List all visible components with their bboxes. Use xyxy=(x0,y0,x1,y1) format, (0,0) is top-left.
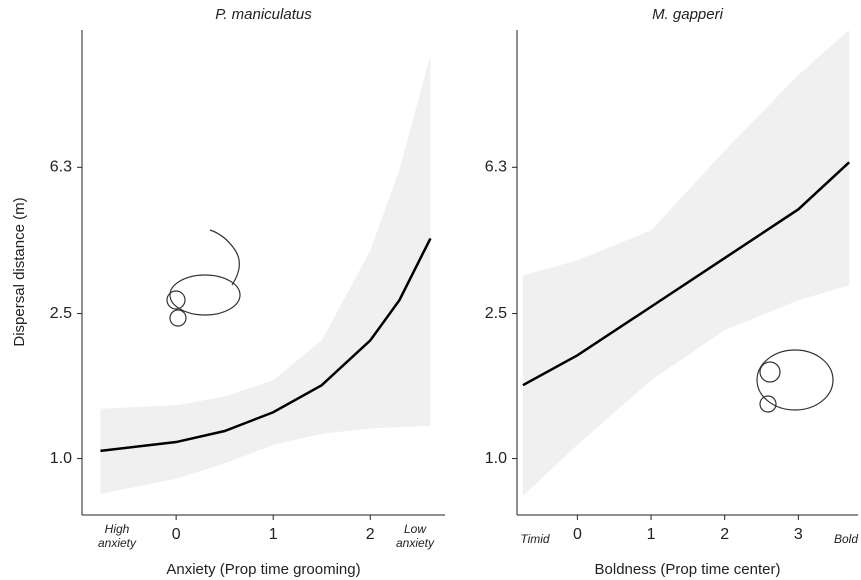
x-axis-label: Anxiety (Prop time grooming) xyxy=(166,561,360,578)
fit-line xyxy=(522,161,851,387)
x-tick-label: 2 xyxy=(720,526,729,543)
y-tick-label: 2.5 xyxy=(50,305,72,322)
confidence-band xyxy=(522,30,850,496)
y-tick-label: 6.3 xyxy=(485,159,507,176)
panel xyxy=(100,55,432,494)
x-end-label: Bold xyxy=(834,532,858,546)
confidence-band xyxy=(100,55,431,494)
y-tick-label: 1.0 xyxy=(50,450,72,467)
y-axis-label: Dispersal distance (m) xyxy=(11,197,28,346)
fit-line xyxy=(100,237,432,453)
y-tick-label: 6.3 xyxy=(50,159,72,176)
x-end-label: anxiety xyxy=(396,536,435,550)
x-end-label: Timid xyxy=(520,532,550,546)
panel-title: M. gapperi xyxy=(652,6,724,23)
x-tick-label: 2 xyxy=(366,526,375,543)
x-end-label: High xyxy=(105,522,130,536)
x-tick-label: 0 xyxy=(172,526,181,543)
x-end-label: anxiety xyxy=(98,536,137,550)
x-axis-label: Boldness (Prop time center) xyxy=(595,561,781,578)
x-tick-label: 1 xyxy=(269,526,278,543)
x-end-label: Low xyxy=(404,522,427,536)
panel-title: P. maniculatus xyxy=(215,6,312,23)
x-tick-label: 3 xyxy=(794,526,803,543)
y-tick-label: 1.0 xyxy=(485,450,507,467)
x-tick-label: 1 xyxy=(647,526,656,543)
mouse-illustration xyxy=(166,229,834,413)
y-tick-label: 2.5 xyxy=(485,305,507,322)
panel xyxy=(522,30,851,496)
x-tick-label: 0 xyxy=(573,526,582,543)
